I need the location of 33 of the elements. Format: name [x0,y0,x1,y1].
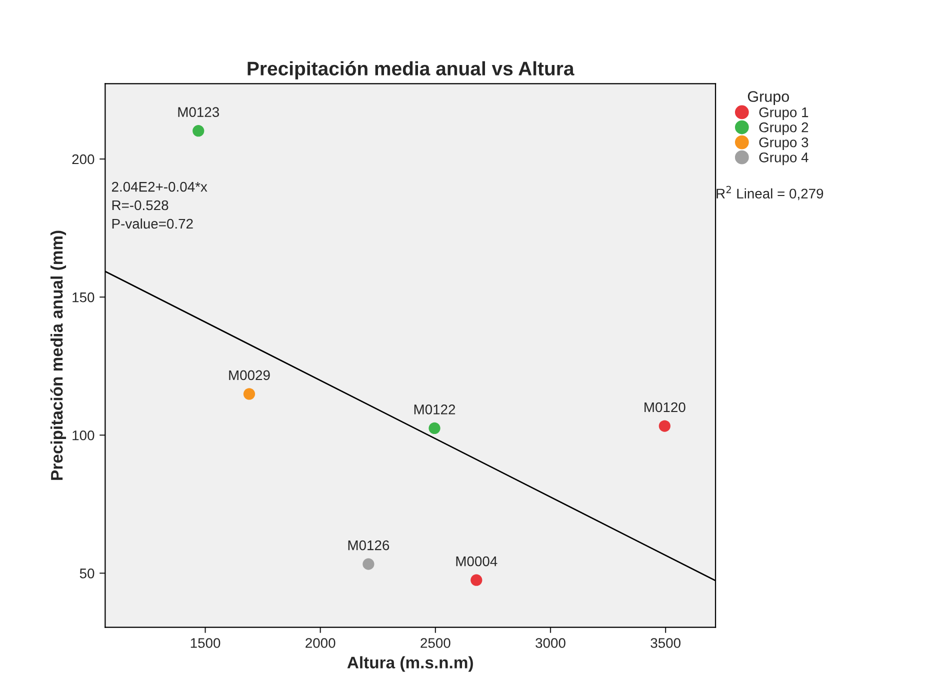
point [362,558,374,570]
annotation: R=-0.528 [112,200,168,210]
annotation: M0122 [414,404,456,414]
legend-label: Grupo 1 [759,107,808,120]
x-tick-label: 1500 [190,638,220,648]
y-tick-label: 50 [80,568,94,578]
annotation: 2.04E2+-0.04*x [112,182,208,192]
y-tick-label: 200 [72,154,94,164]
legend-label: Grupo 3 [759,137,808,150]
point [470,574,482,586]
point [243,388,256,400]
x-tick-label: 2500 [420,638,450,648]
annotation: M0004 [456,556,498,566]
y-tick-label: 150 [72,292,94,302]
annotation: P-value=0.72 [112,218,193,229]
annotation: M0123 [178,107,219,117]
x-axis-title: Altura (m.s.n.m) [347,656,473,672]
annotation: M0126 [348,540,390,550]
text: R$^{2}$ Lineal = 0,279 [716,186,824,200]
point [658,420,670,432]
y-tick-label: 100 [72,430,94,440]
legend-title: Grupo [748,91,789,105]
x-tick-label: 2000 [306,638,336,648]
annotation: M0120 [644,402,686,412]
point [428,422,440,434]
point [192,125,204,137]
y-axis-title: Precipitación media anual (mm) [50,230,66,480]
chart-title: Precipitación media anual vs Altura [248,61,574,80]
x-tick-label: 3500 [650,638,680,648]
x-tick-label: 3000 [536,638,566,648]
legend-label: Grupo 2 [759,122,808,136]
annotation: M0029 [229,370,270,380]
legend-label: Grupo 4 [759,152,808,166]
